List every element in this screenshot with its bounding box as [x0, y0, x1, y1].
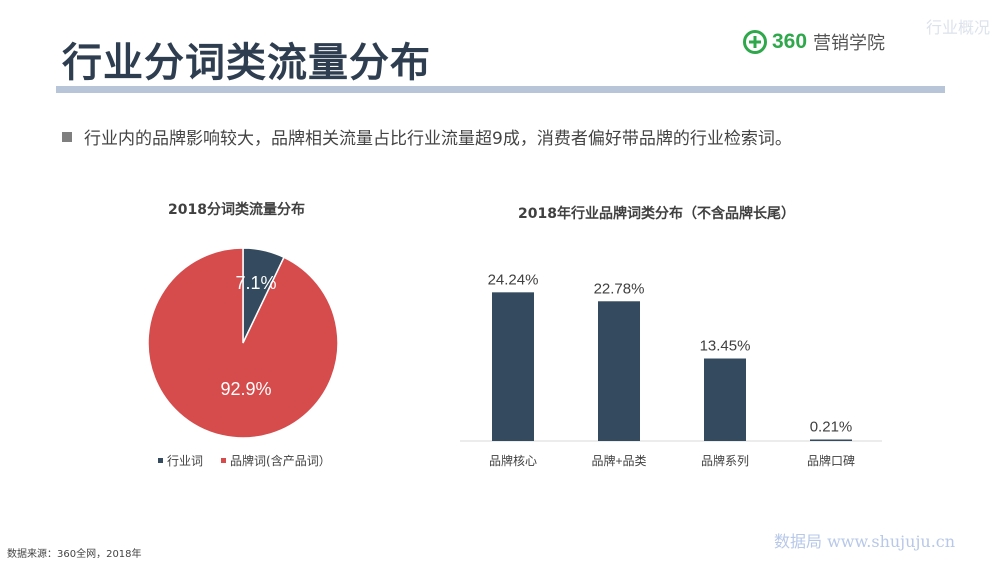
legend-swatch-red: [221, 458, 227, 463]
x-tick-label: 品牌核心: [489, 454, 537, 468]
pie-label-industry: 7.1%: [235, 273, 276, 293]
watermark: 数据局 www.shujuju.cn: [774, 532, 956, 551]
legend-label: 行业词: [167, 454, 204, 468]
summary-bullet: 行业内的品牌影响较大，品牌相关流量占比行业流量超9成，消费者偏好带品牌的行业检索…: [62, 124, 792, 149]
bar-value-label: 13.45%: [700, 338, 751, 355]
bar-value-label: 0.21%: [810, 419, 853, 436]
pie-legend: 行业词 品牌词(含产品词）: [158, 452, 349, 469]
x-tick-label: 品牌口碑: [807, 453, 855, 468]
pie-slice-1: [147, 247, 339, 439]
bar-value-label: 22.78%: [594, 280, 645, 297]
page-title: 行业分词类流量分布: [62, 40, 431, 86]
x-tick-label: 品牌+品类: [591, 454, 646, 468]
legend-item-industry: 行业词: [158, 452, 203, 469]
bar-chart-title: 2018年行业品牌词类分布（不含品牌长尾）: [518, 206, 795, 222]
summary-text: 行业内的品牌影响较大，品牌相关流量占比行业流量超9成，消费者偏好带品牌的行业检索…: [84, 129, 792, 149]
bar-chart: 24.24% 品牌核心 22.78% 品牌+品类 13.45% 品牌系列 0.21% 品牌口碑: [460, 271, 882, 468]
title-divider: [56, 86, 945, 93]
logo-subtitle: 营销学院: [813, 33, 886, 54]
legend-swatch-navy: [158, 458, 163, 463]
data-source: 数据来源：360全网，2018年: [7, 549, 142, 560]
bar-2: [704, 358, 746, 441]
bullet-square-icon: [62, 131, 72, 142]
bar-1: [598, 301, 640, 441]
section-tag: 行业概况: [925, 20, 990, 37]
brand-logo: 360 营销学院: [742, 28, 885, 56]
legend-item-brand: 品牌词(含产品词）: [221, 452, 331, 469]
bar-value-label: 24.24%: [488, 271, 539, 288]
bar-3: [810, 439, 852, 441]
x-tick-label: 品牌系列: [701, 454, 749, 468]
bar-0: [492, 292, 534, 441]
legend-label: 品牌词(含产品词）: [230, 454, 331, 468]
pie-label-brand: 92.9%: [220, 379, 271, 399]
logo-name: 360: [772, 30, 808, 53]
pie-chart-title: 2018分词类流量分布: [168, 202, 305, 218]
logo-ring-icon: [743, 30, 767, 54]
pie-chart: 7.1% 92.9%: [147, 247, 339, 439]
